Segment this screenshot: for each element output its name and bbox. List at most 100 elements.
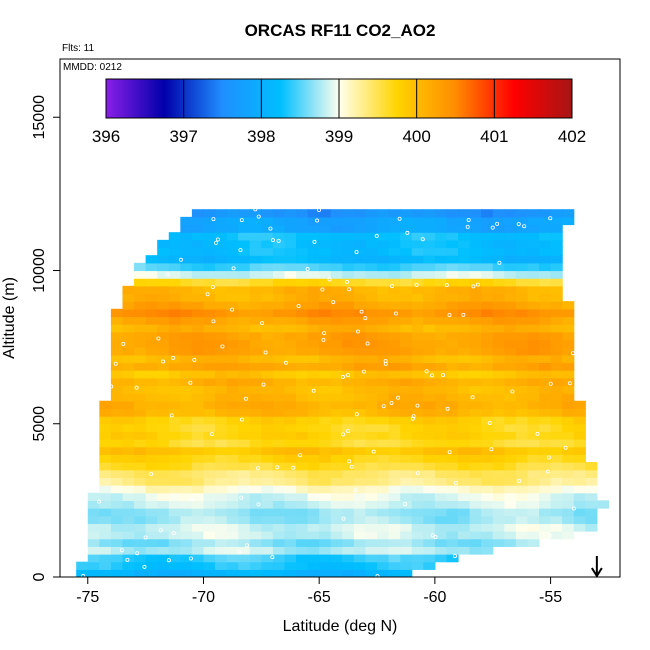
curtain-cell [203,362,216,371]
curtain-cell [330,416,343,425]
sample-point [261,382,266,387]
curtain-cell [272,347,286,356]
curtain-cell [284,492,297,501]
curtain-cell [504,500,517,509]
curtain-cell [353,416,367,425]
sample-point [353,488,358,493]
curtain-cell [411,531,424,540]
curtain-cell [342,370,355,379]
curtain-cell [110,316,124,325]
curtain-cell [481,270,494,279]
curtain-cell [261,569,274,577]
curtain-cell [261,262,274,272]
curtain-cell [481,500,494,509]
curtain-cell [411,500,424,509]
curtain-cell [134,508,147,517]
curtain-cell [272,431,286,440]
curtain-cell [458,209,471,218]
curtain-cell [272,523,286,532]
curtain-cell [562,339,575,348]
sample-point [119,548,124,553]
curtain-cell [122,393,135,402]
curtain-cell [434,469,448,478]
curtain-cell [272,469,286,478]
curtain-cell [411,454,424,463]
curtain-cell [573,477,586,486]
curtain-cell [458,216,471,226]
curtain-cell [515,523,529,532]
curtain-cell [434,301,448,310]
curtain-cell [296,477,309,486]
curtain-cell [400,462,413,471]
curtain-cell [157,500,170,509]
curtain-cell [539,446,552,455]
curtain-cell [527,538,540,547]
curtain-cell [562,416,575,425]
curtain-cell [122,347,135,356]
curtain-cell [122,462,135,471]
curtain-cell [481,209,494,218]
curtain-cell [215,408,228,417]
sample-point [445,406,450,411]
curtain-cell [307,515,320,524]
curtain-cell [469,431,482,440]
curtain-cell [492,377,505,387]
sample-point [171,355,176,360]
curtain-cell [157,324,170,333]
curtain-cell [573,408,586,417]
curtain-cell [504,370,517,379]
curtain-cell [319,232,332,241]
curtain-cell [191,324,205,333]
curtain-cell [330,301,343,310]
curtain-cell [515,247,529,256]
curtain-cell [330,354,343,364]
curtain-cell [492,339,505,348]
curtain-cell [353,262,367,272]
curtain-cell [492,347,505,356]
curtain-cell [134,324,147,333]
curtain-cell [353,462,367,471]
curtain-cell [481,224,494,233]
curtain-cell [272,500,286,509]
curtain-cell [562,446,575,455]
curtain-cell [411,561,424,570]
curtain-cell [330,469,343,478]
curtain-cell [458,324,471,333]
curtain-cell [446,531,459,540]
curtain-cell [215,462,228,471]
curtain-cell [388,270,401,279]
curtain-cell [157,308,170,318]
curtain-cell [226,515,239,524]
curtain-cell [434,408,448,417]
curtain-cell [307,408,320,417]
curtain-cell [261,500,274,509]
curtain-cell [249,469,262,478]
curtain-cell [585,523,598,532]
curtain-cell [87,523,100,532]
curtain-cell [145,308,158,318]
curtain-cell [226,370,239,379]
curtain-cell [226,400,239,410]
curtain-cell [400,224,413,233]
curtain-cell [377,523,390,532]
curtain-cell [122,569,135,577]
curtain-cell [400,370,413,379]
curtain-cell [180,224,193,233]
curtain-cell [504,216,517,226]
sample-point [441,373,446,378]
curtain-cell [191,232,205,241]
curtain-cell [99,554,112,563]
curtain-cell [203,477,216,486]
curtain-cell [226,546,239,555]
curtain-cell [145,554,158,563]
curtain-cell [157,492,170,501]
curtain-cell [353,209,367,218]
curtain-cell [388,278,401,287]
curtain-cell [515,377,529,387]
curtain-cell [353,270,367,279]
sample-point [471,284,476,289]
curtain-cell [481,247,494,256]
curtain-cell [134,538,147,547]
curtain-cell [261,216,274,226]
curtain-cell [365,255,378,264]
